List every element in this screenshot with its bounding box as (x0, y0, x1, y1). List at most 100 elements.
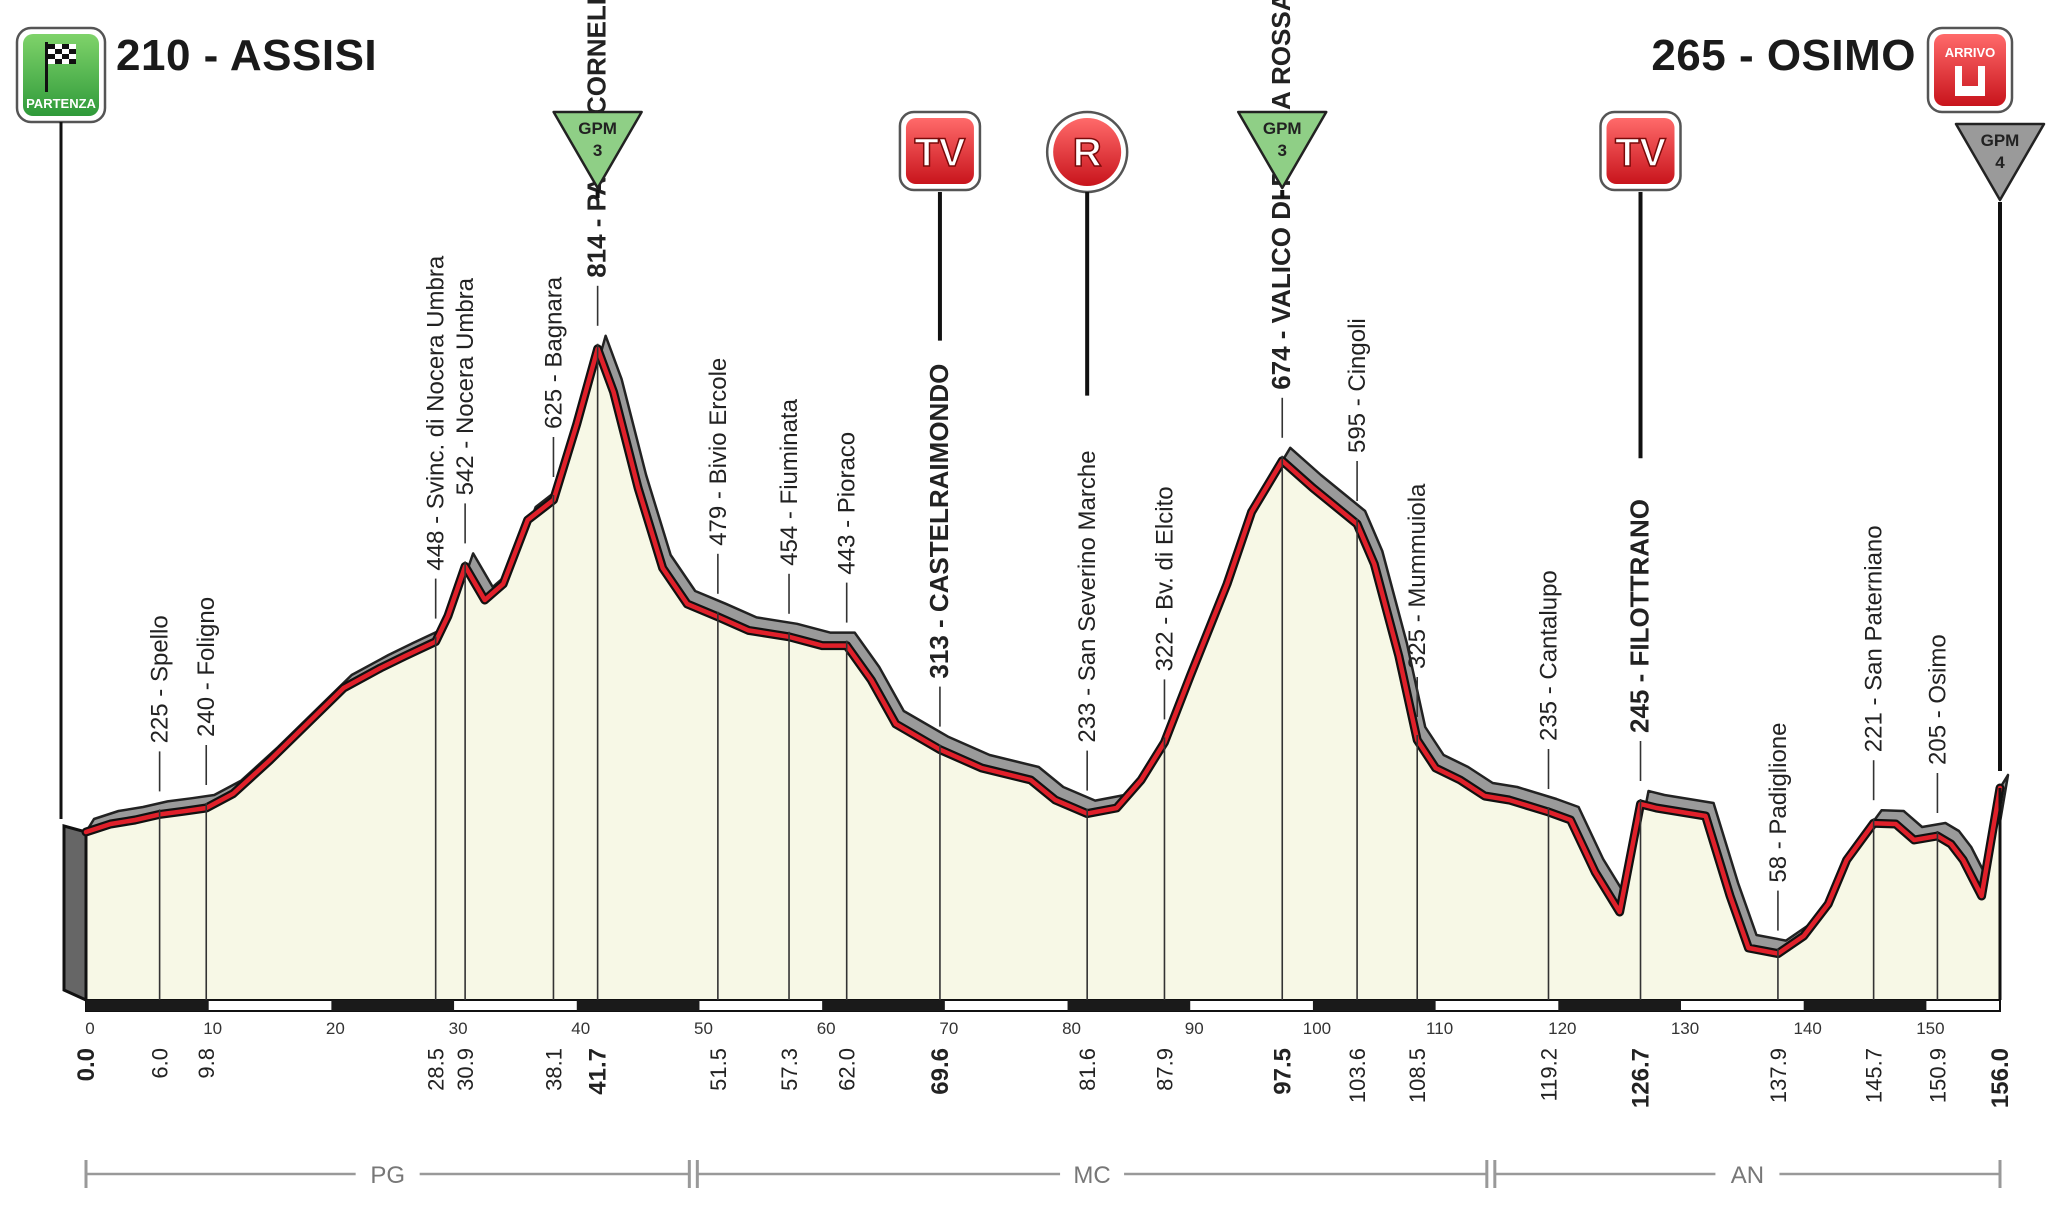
gpm-triangle-icon (552, 110, 643, 190)
waypoint-label: 233 - San Severino Marche (1074, 450, 1101, 742)
r-icon (1053, 118, 1122, 186)
km-tick-label: 10 (203, 1019, 222, 1038)
km-tick-label: 140 (1794, 1019, 1822, 1038)
waypoint-km: 119.2 (1536, 1048, 1561, 1101)
waypoint-km: 69.6 (927, 1048, 954, 1095)
waypoint-label: 240 - Foligno (193, 597, 220, 737)
km-tick-label: 90 (1185, 1019, 1204, 1038)
tv-text: TV (914, 131, 965, 175)
region-an: AN (1493, 1156, 2002, 1190)
finish-line-icon (1955, 66, 1985, 96)
finish-title: 265 - OSIMO (1651, 31, 1916, 80)
gpm-marker: GPM 4 (1954, 122, 2046, 771)
route-line (83, 346, 2003, 956)
waypoint-layer: 225 - Spello 6.0 240 - Foligno 9.8 448 - Svi… (73, 0, 2014, 1108)
km-tick-label: 110 (1426, 1019, 1453, 1038)
km-bar-segment (86, 1000, 209, 1011)
region-layer: PG MC AN (84, 1156, 2002, 1190)
region-label-bg (1715, 1156, 1780, 1190)
region-mc: MC (695, 1156, 1489, 1190)
profile-area (86, 348, 2000, 1000)
tv-text: TV (1615, 131, 1666, 175)
tv-marker: TV (898, 110, 982, 341)
gpm-triangle-icon (1237, 110, 1328, 190)
km-tick-label: 80 (1062, 1019, 1081, 1038)
gpm-text: GPM (1263, 119, 1302, 138)
km-tick-label: 150 (1916, 1019, 1944, 1038)
waypoint-km: 62.0 (835, 1048, 860, 1091)
km-bar-segment (331, 1000, 455, 1011)
region-label: AN (1731, 1162, 1764, 1189)
waypoint-km: 150.9 (1925, 1048, 1950, 1103)
waypoint-label: 325 - Mummuiola (1404, 483, 1431, 669)
km-bar-segment (576, 1000, 700, 1011)
finish-badge: ARRIVO (1926, 26, 2014, 114)
km-bar-segment (1558, 1000, 1681, 1011)
km-tick-label: 20 (326, 1019, 345, 1038)
gpm-category: 3 (593, 141, 602, 160)
start-title: 210 - ASSISI (116, 31, 377, 80)
waypoint-label: 313 - CASTELRAIMONDO (924, 364, 954, 679)
waypoint-km: 41.7 (585, 1048, 612, 1095)
waypoint-label: 225 - Spello (147, 615, 174, 743)
waypoint-km: 30.9 (453, 1048, 478, 1091)
waypoint-km: 87.9 (1152, 1048, 1177, 1091)
waypoint-label: 235 - Cantalupo (1535, 570, 1562, 741)
waypoint-km: 108.5 (1405, 1048, 1430, 1103)
marker-layer: GPM 3 TV R GPM 3 TV GPM 4 (552, 110, 2046, 771)
km-bar: 0 10 20 30 40 50 60 70 80 90 100 110 120 130 140 150 (85, 999, 2001, 1038)
waypoint-km: 51.5 (706, 1048, 731, 1091)
start-badge-label: PARTENZA (26, 96, 96, 111)
profile-layer (59, 122, 2010, 1003)
region-label: PG (370, 1162, 405, 1189)
gpm-text: GPM (578, 119, 617, 138)
region-label: MC (1073, 1162, 1110, 1189)
gpm-marker: GPM 3 (1237, 110, 1328, 198)
km-bar-segment (1067, 1000, 1191, 1011)
km-tick-label: 50 (694, 1019, 713, 1038)
gpm-triangle-icon (1954, 122, 2046, 202)
waypoint-label: 245 - FILOTTRANO (1625, 499, 1655, 733)
r-text: R (1073, 131, 1102, 175)
km-tick-label: 30 (449, 1019, 468, 1038)
waypoint-km: 103.6 (1345, 1048, 1370, 1103)
waypoint-label: 595 - Cingoli (1344, 318, 1371, 453)
waypoint-km: 28.5 (424, 1048, 449, 1091)
waypoint-label: 454 - Fiuminata (776, 398, 803, 565)
waypoint-km: 97.5 (1269, 1048, 1296, 1095)
gpm-category: 3 (1278, 141, 1287, 160)
waypoint-label: 542 - Nocera Umbra (452, 277, 479, 495)
gpm-text: GPM (1981, 131, 2020, 150)
region-label-bg (1060, 1156, 1125, 1190)
waypoint-km: 81.6 (1075, 1048, 1100, 1091)
waypoint-km: 126.7 (1628, 1048, 1655, 1108)
km-bar-segment (1312, 1000, 1436, 1011)
km-tick-label: 0 (85, 1019, 94, 1038)
waypoint-km: 145.7 (1862, 1048, 1887, 1103)
region-pg: PG (84, 1156, 691, 1190)
waypoint-label: 625 - Bagnara (540, 276, 567, 429)
waypoint-label: 205 - Osimo (1924, 634, 1951, 765)
tv-icon (905, 118, 974, 184)
waypoint-label: 448 - Svinc. di Nocera Umbra (423, 255, 450, 570)
gpm-category: 4 (1995, 153, 2005, 172)
waypoint-km: 6.0 (148, 1048, 173, 1079)
tv-marker: TV (1599, 110, 1682, 459)
finish-badge-label: ARRIVO (1945, 45, 1996, 60)
waypoint-label: 479 - Bivio Ercole (705, 358, 732, 546)
km-tick-label: 60 (817, 1019, 836, 1038)
tv-icon (1606, 118, 1675, 184)
waypoint-km: 9.8 (194, 1048, 219, 1079)
waypoint-label: 221 - San Paterniano (1861, 525, 1888, 752)
km-tick-label: 130 (1671, 1019, 1699, 1038)
r-marker: R (1045, 110, 1129, 396)
region-label-bg (355, 1156, 420, 1190)
km-bar-segment (1803, 1000, 1927, 1011)
km-bar-segment (822, 1000, 945, 1011)
waypoint-label: 58 - Padiglione (1765, 722, 1792, 882)
waypoint-label: 322 - Bv. di Elcito (1151, 486, 1178, 671)
profile-chart: 0 10 20 30 40 50 60 70 80 90 100 110 120 130 140 150 22… (59, 0, 2046, 1190)
checkered-flag-icon (45, 42, 76, 92)
waypoint-label: 443 - Pioraco (834, 432, 861, 575)
